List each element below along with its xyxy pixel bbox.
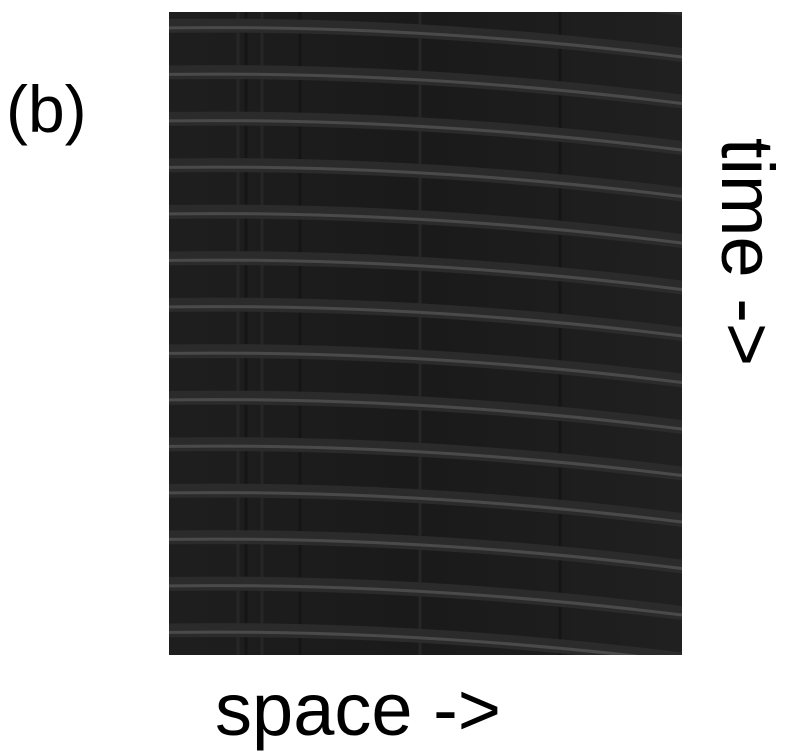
panel-label: (b) <box>6 72 87 146</box>
y-axis-label: time -> <box>706 138 787 366</box>
x-axis-label: space -> <box>215 668 501 751</box>
figure: (b) space -> time -> <box>0 0 787 753</box>
band-glow <box>160 0 690 10</box>
band <box>160 0 690 12</box>
